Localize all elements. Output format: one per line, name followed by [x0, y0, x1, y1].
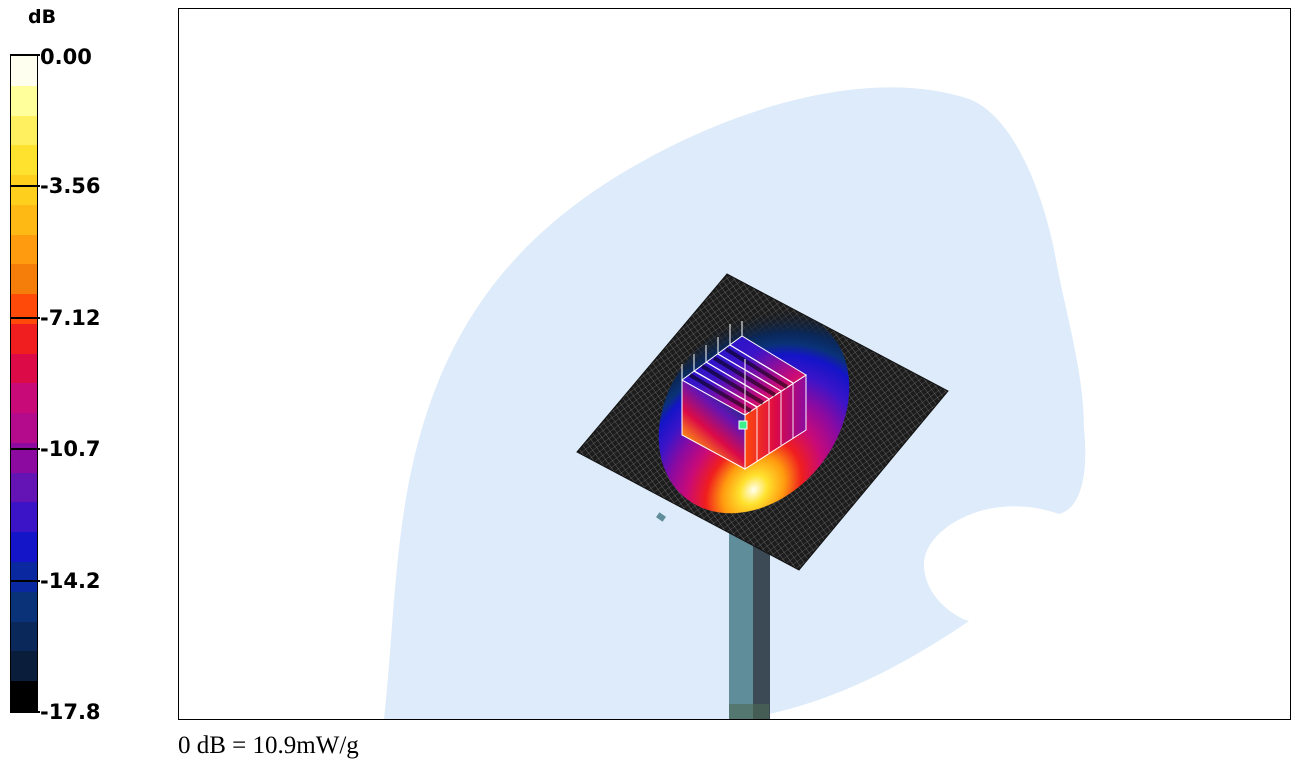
- reference-level-note: 0 dB = 10.9mW/g: [178, 732, 359, 759]
- colorbar-cell: [11, 413, 37, 443]
- colorbar-cell: [11, 472, 37, 503]
- colorbar-cell: [11, 234, 37, 265]
- colorbar-tick: [10, 185, 40, 188]
- colorbar-tick-label: -3.56: [40, 174, 101, 199]
- colorbar-cell: [11, 681, 37, 711]
- colorbar-cell: [11, 204, 37, 235]
- colorbar-tick: [10, 448, 40, 451]
- colorbar-cell: [11, 264, 37, 295]
- colorbar-cell: [11, 323, 37, 354]
- colorbar-cell: [11, 442, 37, 473]
- colorbar-cell: [11, 532, 37, 563]
- colorbar-cell: [11, 591, 37, 622]
- colorbar-unit-label: dB: [28, 6, 57, 28]
- colorbar-tick: [10, 54, 40, 56]
- colorbar-tick-label: -10.7: [40, 437, 101, 462]
- colorbar-tick-label: -17.8: [40, 700, 101, 724]
- colorbar-cell: [11, 85, 37, 116]
- zoom-scan-volume: [681, 321, 807, 470]
- colorbar-tick-label: -14.2: [40, 568, 101, 593]
- colorbar-tick: [10, 316, 40, 319]
- colorbar-cell: [11, 175, 37, 205]
- colorbar-cell: [11, 651, 37, 682]
- colorbar-legend: dB 0.00 -3.56 -7.12 -10.7 -14.2 -17.8: [0, 0, 175, 730]
- colorbar-cell: [11, 353, 37, 384]
- colorbar-tick-label: 0.00: [40, 45, 92, 69]
- phantom-stand: [656, 512, 770, 719]
- colorbar-cell: [11, 294, 37, 324]
- colorbar-cell: [11, 383, 37, 414]
- colorbar-tick: [10, 579, 40, 582]
- colorbar-cell: [11, 562, 37, 592]
- colorbar-cell: [11, 56, 37, 86]
- colorbar-cell: [11, 621, 37, 652]
- colorbar-cell: [11, 115, 37, 146]
- peak-marker: [738, 420, 748, 430]
- colorbar-cell: [11, 502, 37, 533]
- sar-plot-area: [178, 8, 1291, 720]
- colorbar-tick: [10, 711, 40, 713]
- colorbar-cell: [11, 145, 37, 176]
- sar-3d-rendering: [384, 87, 1086, 719]
- colorbar-tick-label: -7.12: [40, 305, 101, 330]
- colorbar-gradient: [10, 55, 38, 712]
